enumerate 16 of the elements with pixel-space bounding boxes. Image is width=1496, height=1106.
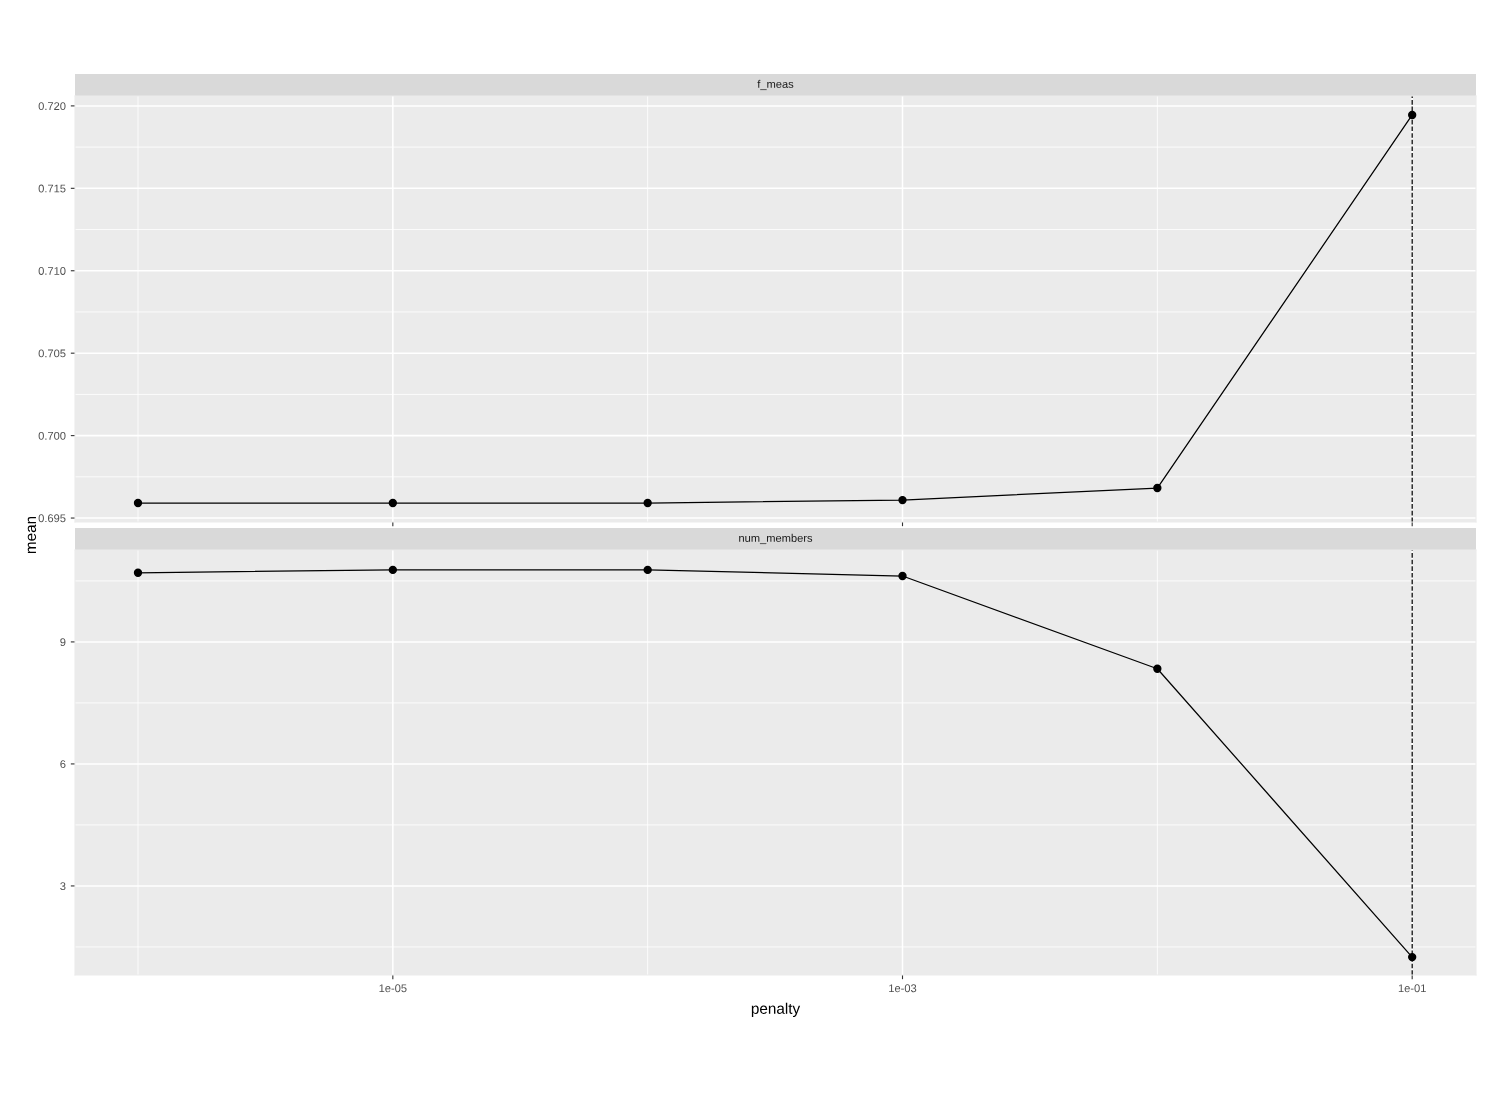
chart-title: f_meas — [757, 79, 794, 91]
y-tick-label: 0.700 — [38, 431, 66, 440]
y-tick-label: 0.710 — [38, 267, 66, 275]
x-tick-label: 1e-03 — [889, 984, 917, 993]
y-tick-label: 3 — [60, 882, 66, 891]
x-axis-title: penalty — [751, 1002, 801, 1017]
y-tick-label: 0.705 — [38, 349, 66, 358]
y-tick-label: 0.695 — [38, 514, 66, 523]
x-tick-label: 1e-05 — [379, 984, 407, 993]
y-tick-label: 0.715 — [38, 184, 66, 193]
y-tick-label: 9 — [60, 638, 66, 647]
y-tick-label: 6 — [60, 760, 66, 769]
y-axis-title: mean — [27, 516, 37, 554]
chart-title: num_members — [739, 533, 813, 545]
y-tick-label: 0.720 — [38, 102, 66, 111]
x-tick-label: 1e-01 — [1398, 984, 1426, 993]
